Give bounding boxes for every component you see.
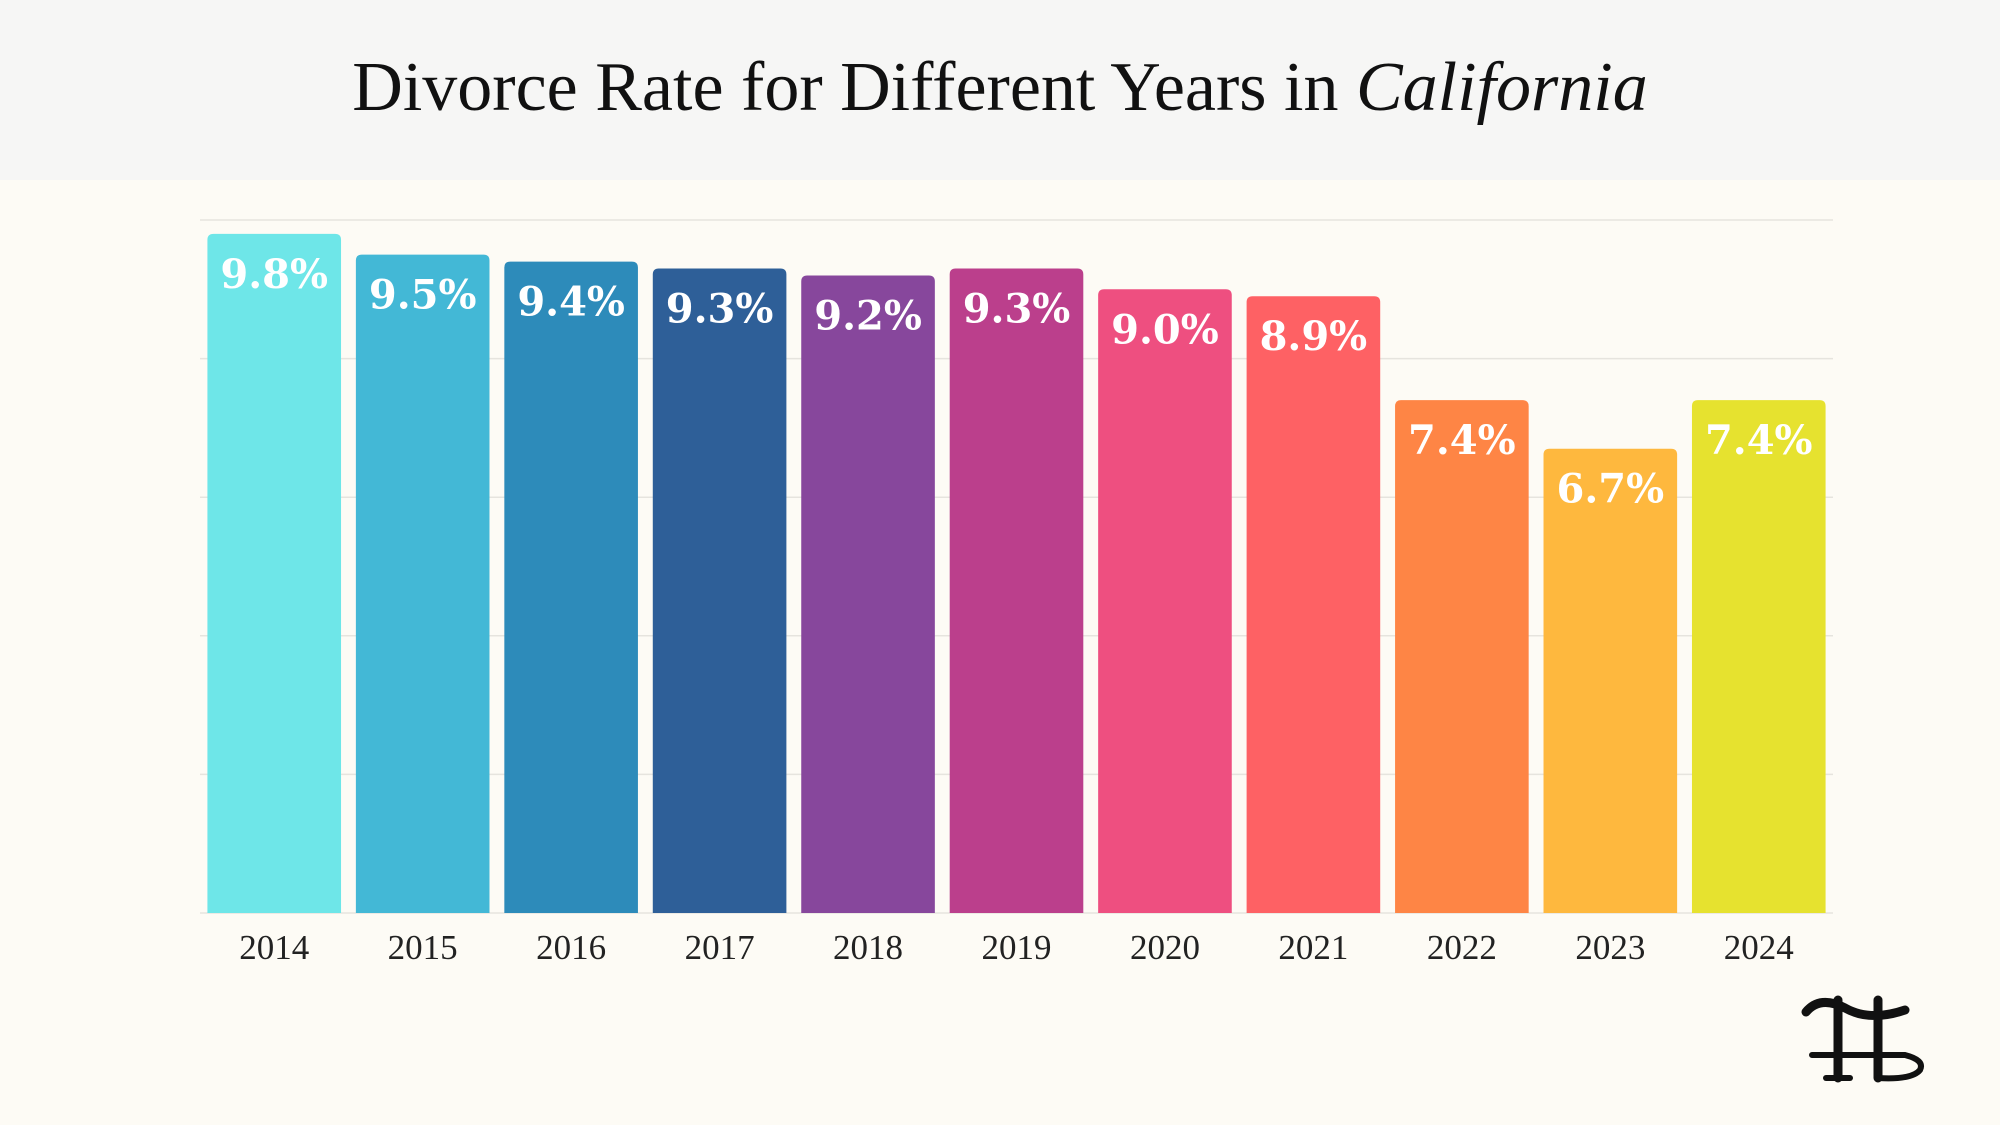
x-tick-label: 2020 xyxy=(1130,928,1200,967)
x-tick-label: 2021 xyxy=(1278,928,1348,967)
x-tick-label: 2022 xyxy=(1427,928,1497,967)
x-tick-label: 2014 xyxy=(239,928,309,967)
value-label: 6.7% xyxy=(1557,466,1665,513)
bar xyxy=(1098,289,1232,913)
value-label: 9.4% xyxy=(517,279,625,326)
logo xyxy=(1801,995,1924,1083)
bar xyxy=(1395,400,1529,913)
chart-title: Divorce Rate for Different Years in Cali… xyxy=(352,49,1647,126)
value-label: 9.2% xyxy=(814,292,922,339)
value-label: 7.4% xyxy=(1408,417,1516,464)
value-label: 7.4% xyxy=(1705,417,1813,464)
x-tick-label: 2015 xyxy=(388,928,458,967)
x-tick-label: 2024 xyxy=(1724,928,1794,967)
value-label: 9.8% xyxy=(220,251,328,298)
bar xyxy=(355,254,490,913)
bar xyxy=(207,233,342,914)
value-label: 9.3% xyxy=(963,286,1071,333)
bar xyxy=(1691,400,1826,913)
bar xyxy=(1543,448,1678,913)
x-tick-label: 2016 xyxy=(536,928,606,967)
title-text: Divorce Rate for Different Years in xyxy=(352,49,1338,126)
bar xyxy=(652,268,787,913)
x-tick-label: 2019 xyxy=(982,928,1052,967)
x-tick-label: 2018 xyxy=(833,928,903,967)
bar xyxy=(504,261,638,914)
x-tick-label: 2023 xyxy=(1575,928,1645,967)
value-label: 8.9% xyxy=(1260,313,1368,360)
title-emphasis: California xyxy=(1356,49,1648,126)
value-label: 9.0% xyxy=(1111,306,1219,353)
value-label: 9.3% xyxy=(666,286,774,333)
plot-area: 9.8% 2014 9.5% 2015 9.4% 2016 9.3% 2017 9.2% 2018… xyxy=(200,219,1833,967)
value-label: 9.5% xyxy=(369,272,477,319)
header-band xyxy=(0,0,2000,180)
bar xyxy=(801,275,935,913)
bar xyxy=(1246,296,1381,914)
x-tick-label: 2017 xyxy=(685,928,755,967)
bar xyxy=(949,268,1084,913)
